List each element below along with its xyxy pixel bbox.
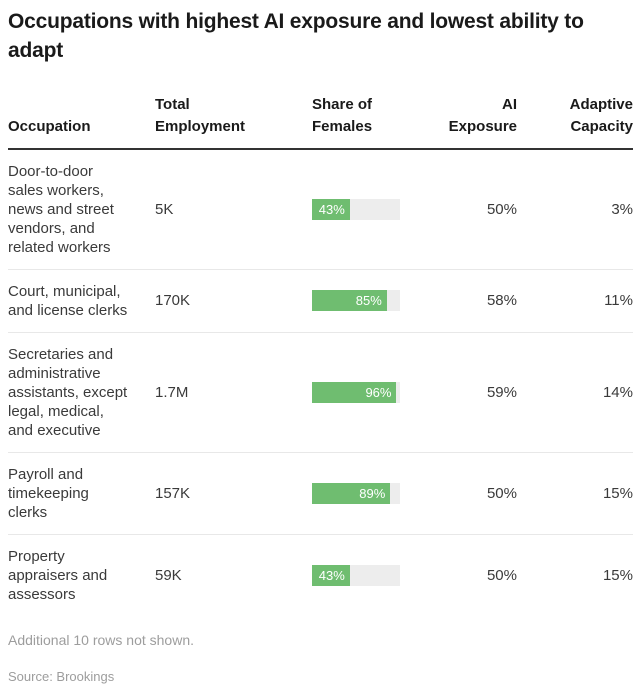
female-share-bar-fill: 85% (312, 290, 387, 312)
header-occupation: Occupation (8, 118, 91, 136)
occupation-cell: Payroll and timekeeping clerks (8, 465, 89, 521)
occupation-cell: Secretaries and administrative assistant… (8, 345, 128, 439)
adaptive-capacity-cell: 11% (604, 292, 633, 310)
occupation-cell: Court, municipal, and license clerks (8, 282, 128, 319)
ai-exposure-cell: 58% (486, 292, 517, 310)
share-of-females-cell: 85% (312, 290, 400, 312)
table-body: Door-to-door sales workers, news and str… (8, 150, 633, 616)
share-of-females-cell: 43% (312, 198, 400, 220)
table-row: Property appraisers and assessors 59K 43… (8, 533, 633, 616)
female-share-bar-fill: 43% (312, 198, 350, 220)
occupation-cell: Property appraisers and assessors (8, 547, 108, 603)
female-share-bar-track: 85% (312, 290, 400, 312)
adaptive-capacity-cell: 14% (602, 383, 633, 401)
adaptive-capacity-cell: 15% (602, 484, 633, 502)
adaptive-capacity-cell: 15% (602, 566, 633, 584)
total-employment-cell: 170K (155, 292, 191, 310)
table-row: Door-to-door sales workers, news and str… (8, 150, 633, 269)
header-share-of-females: Share of Females (312, 95, 373, 136)
table-header-row: Occupation Total Employment Share of Fem… (8, 94, 633, 150)
share-of-females-cell: 89% (312, 482, 400, 504)
header-total-employment: Total Employment (155, 95, 246, 136)
source-attribution: Source: Brookings (8, 668, 115, 684)
share-of-females-cell: 43% (312, 564, 400, 586)
data-table: Occupation Total Employment Share of Fem… (8, 94, 633, 616)
total-employment-cell: 5K (155, 200, 174, 218)
total-employment-cell: 59K (155, 566, 182, 584)
occupation-cell: Door-to-door sales workers, news and str… (8, 162, 114, 256)
ai-exposure-cell: 50% (486, 200, 517, 218)
ai-exposure-cell: 50% (486, 484, 517, 502)
female-share-bar-track: 89% (312, 482, 400, 504)
adaptive-capacity-cell: 3% (611, 200, 633, 218)
ai-exposure-cell: 50% (486, 566, 517, 584)
female-share-bar-fill: 43% (312, 564, 350, 586)
table-row: Court, municipal, and license clerks 170… (8, 268, 633, 332)
female-share-bar-track: 43% (312, 198, 400, 220)
total-employment-cell: 157K (155, 484, 191, 502)
female-share-bar-track: 43% (312, 564, 400, 586)
ai-exposure-cell: 59% (486, 383, 517, 401)
table-row: Secretaries and administrative assistant… (8, 331, 633, 452)
footnote: Additional 10 rows not shown. (8, 631, 194, 648)
header-adaptive-capacity: Adaptive Capacity (569, 95, 633, 136)
female-share-bar-fill: 89% (312, 482, 391, 504)
chart-title: Occupations with highest AI exposure and… (8, 10, 584, 62)
female-share-bar-fill: 96% (312, 381, 397, 403)
header-ai-exposure: AI Exposure (448, 95, 517, 136)
total-employment-cell: 1.7M (155, 383, 189, 401)
share-of-females-cell: 96% (312, 381, 400, 403)
table-row: Payroll and timekeeping clerks 157K 89% … (8, 451, 633, 534)
female-share-bar-track: 96% (312, 381, 400, 403)
